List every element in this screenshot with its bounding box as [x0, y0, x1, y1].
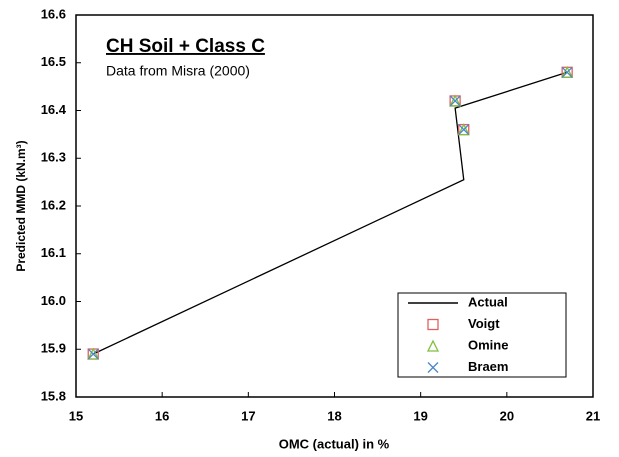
marker-x — [458, 124, 470, 136]
x-tick-label: 15 — [69, 408, 83, 423]
x-tick-label: 18 — [327, 408, 341, 423]
x-axis-title: OMC (actual) in % — [279, 436, 390, 451]
y-tick-label: 15.8 — [41, 388, 66, 403]
legend-label: Omine — [468, 337, 508, 352]
legend-box — [397, 292, 567, 378]
y-tick-label: 16.0 — [41, 293, 66, 308]
y-tick-label: 16.2 — [41, 197, 66, 212]
y-tick-label: 16.1 — [41, 245, 66, 260]
marker-x — [449, 95, 461, 107]
x-tick-label: 16 — [155, 408, 169, 423]
x-tick-label: 21 — [586, 408, 600, 423]
marker-triangle — [561, 65, 574, 78]
x-tick-label: 17 — [241, 408, 255, 423]
marker-square — [427, 318, 439, 331]
y-tick-label: 16.5 — [41, 54, 66, 69]
marker-triangle — [426, 339, 440, 352]
marker-triangle — [87, 347, 100, 360]
legend-label: Voigt — [468, 316, 500, 331]
y-axis-title: Predicted MMD (kN.m³) — [14, 140, 28, 271]
series-line — [92, 71, 568, 355]
y-tick-label: 16.3 — [41, 150, 66, 165]
legend-label: Actual — [468, 294, 508, 309]
marker-triangle — [449, 94, 462, 107]
marker-x — [87, 348, 99, 360]
legend-label: Braem — [468, 359, 508, 374]
x-tick-label: 19 — [413, 408, 427, 423]
annotation-source: Data from Misra (2000) — [106, 63, 250, 79]
x-tick-label: 20 — [500, 408, 514, 423]
y-tick-label: 16.6 — [41, 6, 66, 21]
marker-x — [561, 66, 573, 78]
y-tick-label: 15.9 — [41, 341, 66, 356]
annotation-title: CH Soil + Class C — [106, 36, 265, 57]
y-tick-label: 16.4 — [41, 102, 67, 117]
marker-triangle — [457, 123, 470, 136]
marker-x — [427, 362, 439, 373]
